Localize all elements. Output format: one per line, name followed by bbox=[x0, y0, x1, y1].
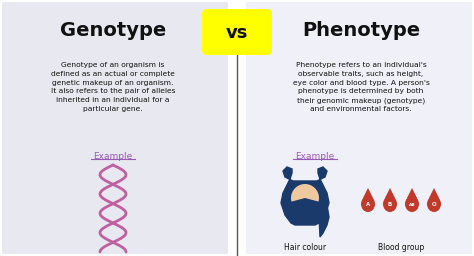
Text: Genotype of an organism is
defined as an actual or complete
genetic makeup of an: Genotype of an organism is defined as an… bbox=[51, 62, 175, 112]
Text: Phenotype: Phenotype bbox=[302, 20, 420, 39]
Polygon shape bbox=[318, 193, 329, 237]
Ellipse shape bbox=[427, 196, 441, 212]
Text: Phenotype refers to an individual's
observable traits, such as height,
eye color: Phenotype refers to an individual's obse… bbox=[292, 62, 429, 112]
Polygon shape bbox=[281, 167, 329, 225]
Polygon shape bbox=[363, 188, 373, 198]
Ellipse shape bbox=[405, 196, 419, 212]
Text: A: A bbox=[366, 202, 370, 208]
Circle shape bbox=[291, 184, 319, 212]
Text: Example: Example bbox=[295, 152, 335, 161]
Text: Hair colour: Hair colour bbox=[284, 243, 326, 252]
Polygon shape bbox=[429, 188, 439, 198]
Text: Blood group: Blood group bbox=[378, 243, 424, 252]
Text: vs: vs bbox=[226, 24, 248, 42]
Text: O: O bbox=[432, 202, 436, 208]
Text: Genotype: Genotype bbox=[60, 20, 166, 39]
Wedge shape bbox=[290, 198, 320, 214]
Polygon shape bbox=[407, 188, 417, 198]
FancyBboxPatch shape bbox=[202, 9, 272, 55]
FancyBboxPatch shape bbox=[2, 2, 228, 254]
Text: B: B bbox=[388, 202, 392, 208]
Ellipse shape bbox=[361, 196, 375, 212]
Text: Example: Example bbox=[93, 152, 133, 161]
FancyBboxPatch shape bbox=[246, 2, 472, 254]
Text: AB: AB bbox=[409, 203, 415, 207]
Ellipse shape bbox=[383, 196, 397, 212]
Polygon shape bbox=[385, 188, 395, 198]
